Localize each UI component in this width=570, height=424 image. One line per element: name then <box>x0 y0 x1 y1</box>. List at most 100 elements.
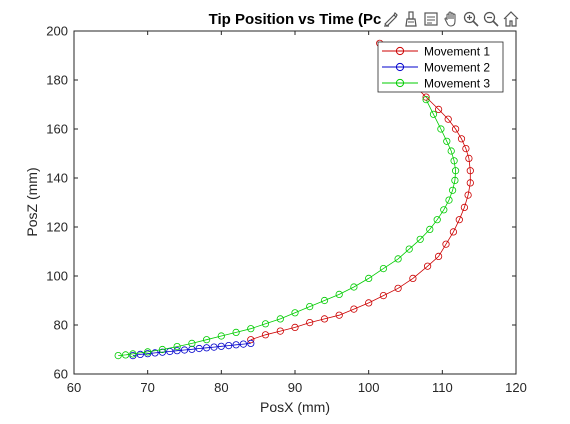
data-point <box>444 115 452 123</box>
y-tick-label: 200 <box>46 24 68 39</box>
legend-label: Movement 3 <box>424 77 490 91</box>
y-tick-label: 60 <box>54 367 68 382</box>
data-point <box>350 283 358 291</box>
y-axis-label: PosZ (mm) <box>24 167 40 236</box>
data-point <box>451 125 460 133</box>
data-point <box>394 255 402 263</box>
legend-label: Movement 2 <box>424 61 490 75</box>
series-line <box>250 43 471 341</box>
y-tick-label: 100 <box>46 269 68 284</box>
data-point <box>394 284 402 292</box>
data-point <box>225 341 233 350</box>
series-line <box>118 99 457 356</box>
axes-toolbar <box>382 8 520 30</box>
x-tick-label: 90 <box>288 380 302 395</box>
legend-marker <box>395 62 405 72</box>
zoom-out-icon[interactable] <box>482 10 500 28</box>
data-point <box>455 216 463 224</box>
data-point <box>449 228 457 236</box>
data-point <box>151 349 159 357</box>
data-point <box>306 318 314 327</box>
data-point <box>158 345 166 354</box>
legend[interactable]: Movement 1 Movement 2 Movement 3 <box>377 41 504 93</box>
y-tick-label: 160 <box>46 122 68 137</box>
data-point <box>423 262 432 270</box>
data-point <box>247 336 255 344</box>
data-point <box>450 157 458 165</box>
x-tick-label: 80 <box>214 380 228 395</box>
data-point <box>122 351 130 359</box>
data-point <box>129 350 137 358</box>
y-tick-label: 80 <box>54 318 68 333</box>
data-point <box>144 350 152 358</box>
data-point <box>434 252 443 260</box>
data-point <box>276 315 284 323</box>
data-point <box>291 309 299 317</box>
data-tips-icon[interactable] <box>422 10 440 28</box>
legend-label: Movement 1 <box>424 45 490 59</box>
data-point <box>136 350 144 358</box>
data-point <box>239 340 247 348</box>
data-point <box>195 344 203 353</box>
data-point <box>203 336 211 344</box>
data-point <box>405 245 413 253</box>
data-point <box>379 291 387 300</box>
data-point <box>320 296 329 305</box>
data-point <box>180 346 189 354</box>
data-point <box>232 341 240 349</box>
data-point <box>247 339 255 347</box>
data-point <box>466 167 474 175</box>
x-tick-label: 100 <box>358 380 380 395</box>
data-point <box>429 110 438 118</box>
pan-icon[interactable] <box>442 10 460 28</box>
data-point <box>335 290 343 298</box>
x-tick-label: 60 <box>67 380 81 395</box>
x-axis-label: PosX (mm) <box>260 399 330 415</box>
y-tick-label: 120 <box>46 220 68 235</box>
data-point <box>129 351 137 360</box>
data-point <box>173 342 181 351</box>
data-point <box>335 311 343 319</box>
data-point <box>210 343 218 351</box>
data-point <box>464 191 472 199</box>
series-3 <box>114 96 460 360</box>
brush-icon[interactable] <box>402 10 420 28</box>
zoom-in-icon[interactable] <box>462 10 480 28</box>
data-point <box>451 167 460 175</box>
data-point <box>443 137 451 145</box>
home-icon[interactable] <box>502 10 520 28</box>
data-point <box>217 342 225 350</box>
series-line <box>132 343 251 356</box>
data-point <box>365 274 373 282</box>
data-point <box>440 206 448 214</box>
data-point <box>114 351 122 360</box>
x-tick-label: 120 <box>505 380 527 395</box>
data-point <box>217 332 225 340</box>
data-point <box>437 125 445 133</box>
data-point <box>466 179 474 187</box>
data-point <box>422 96 430 104</box>
data-point <box>409 274 417 282</box>
data-point <box>433 216 441 224</box>
data-point <box>144 348 152 356</box>
data-point <box>457 135 466 143</box>
data-point <box>465 154 473 162</box>
data-point <box>442 240 450 248</box>
annotate-icon[interactable] <box>382 10 400 28</box>
legend-marker <box>395 46 405 56</box>
data-point <box>173 347 181 355</box>
data-point <box>434 105 443 114</box>
data-point <box>416 235 424 243</box>
data-point <box>291 323 299 331</box>
data-point <box>445 196 453 204</box>
data-point <box>460 203 468 211</box>
data-point <box>188 339 196 347</box>
data-point <box>350 305 358 313</box>
y-tick-label: 140 <box>46 171 68 186</box>
data-point <box>261 320 270 328</box>
y-tick-label: 180 <box>46 73 68 88</box>
data-point <box>261 331 270 339</box>
data-point <box>320 315 329 323</box>
data-point <box>158 348 166 356</box>
